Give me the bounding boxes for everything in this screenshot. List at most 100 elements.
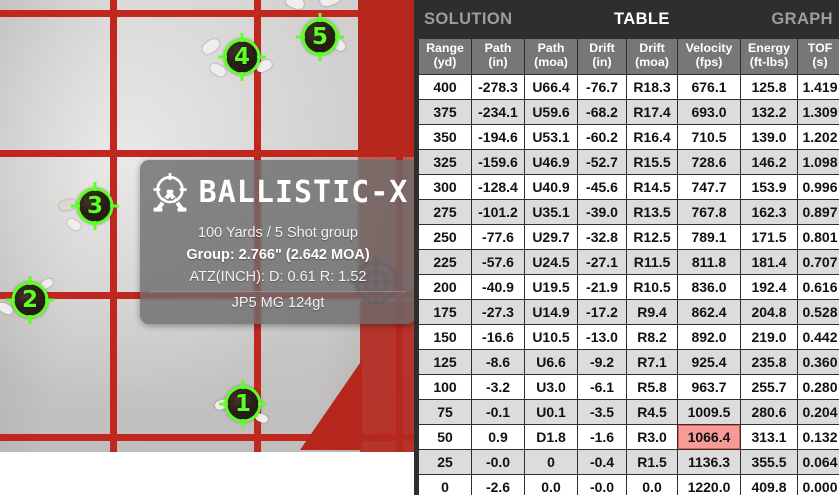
column-header-name: Velocity	[685, 41, 733, 55]
table-cell: 219.0	[741, 324, 797, 349]
column-header-energy[interactable]: Energy (ft-lbs)	[741, 39, 797, 74]
table-row[interactable]: 0 -2.6 0.0 -0.0 0.0 1220.0 409.8 0.000	[419, 474, 839, 495]
table-row[interactable]: 350 -194.6 U53.1 -60.2 R16.4 710.5 139.0 1.202	[419, 124, 839, 149]
table-row[interactable]: 150 -16.6 U10.5 -13.0 R8.2 892.0 219.0 0.442	[419, 324, 839, 349]
table-cell: 1.419	[798, 74, 839, 99]
column-header-unit: (s)	[812, 54, 828, 69]
table-cell: -40.9	[472, 274, 524, 299]
table-cell: R9.4	[627, 299, 677, 324]
red-block-top-right	[358, 0, 414, 152]
table-cell: -0.0	[578, 474, 626, 495]
table-cell: R3.0	[627, 424, 677, 449]
table-cell: R13.5	[627, 199, 677, 224]
column-header-path-moa[interactable]: Path (moa)	[525, 39, 577, 74]
column-header-range[interactable]: Range (yd)	[419, 39, 471, 74]
table-cell: 1.309	[798, 99, 839, 124]
table-row[interactable]: 25 -0.0 0 -0.4 R1.5 1136.3 355.5 0.064	[419, 449, 839, 474]
table-cell: -194.6	[472, 124, 524, 149]
cell-range: 400	[419, 74, 471, 99]
table-row[interactable]: 375 -234.1 U59.6 -68.2 R17.4 693.0 132.2 1.309	[419, 99, 839, 124]
table-cell: 0.064	[798, 449, 839, 474]
table-cell: U3.0	[525, 374, 577, 399]
shot-marker-2[interactable]: 2	[0, 274, 56, 326]
table-cell: 0.280	[798, 374, 839, 399]
column-header-name: Path	[537, 41, 565, 55]
tab-table[interactable]: TABLE	[614, 9, 670, 28]
table-cell: 811.8	[678, 249, 740, 274]
shot-number-label: 4	[233, 44, 250, 70]
table-cell: R16.4	[627, 124, 677, 149]
table-cell: U0.1	[525, 399, 577, 424]
table-cell: -39.0	[578, 199, 626, 224]
red-wedge-bottom	[300, 360, 362, 450]
column-header-unit: (ft-lbs)	[749, 54, 789, 69]
table-row[interactable]: 400 -278.3 U66.4 -76.7 R18.3 676.1 125.8 1.419	[419, 74, 839, 99]
table-cell: 0.996	[798, 174, 839, 199]
table-row[interactable]: 275 -101.2 U35.1 -39.0 R13.5 767.8 162.3 0.897	[419, 199, 839, 224]
table-cell: 676.1	[678, 74, 740, 99]
table-cell: -159.6	[472, 149, 524, 174]
shot-marker-1[interactable]: 1	[213, 378, 270, 430]
column-header-velocity[interactable]: Velocity (fps)	[678, 39, 740, 74]
table-cell: 1220.0	[678, 474, 740, 495]
table-cell: -13.0	[578, 324, 626, 349]
table-row[interactable]: 250 -77.6 U29.7 -32.8 R12.5 789.1 171.5 0.801	[419, 224, 839, 249]
column-header-drift-in[interactable]: Drift (in)	[578, 39, 626, 74]
column-header-name: Drift	[639, 41, 665, 55]
shot-number-label: 2	[21, 287, 38, 313]
table-cell: -6.1	[578, 374, 626, 399]
table-cell: 963.7	[678, 374, 740, 399]
table-cell: -278.3	[472, 74, 524, 99]
ballistic-x-overlay-card: BALLISTIC-X 100 Yards / 5 Shot group Gro…	[140, 160, 414, 324]
table-cell: 255.7	[741, 374, 797, 399]
column-header-tof[interactable]: TOF (s)	[798, 39, 839, 74]
target-photo[interactable]: 1 2	[0, 0, 414, 452]
tab-bar: SOLUTION TABLE GRAPH	[414, 0, 839, 38]
table-cell: 171.5	[741, 224, 797, 249]
red-block-bottom-right	[360, 300, 414, 452]
column-header-name: Energy	[747, 41, 790, 55]
table-cell: 0.616	[798, 274, 839, 299]
table-cell: D1.8	[525, 424, 577, 449]
grid-line-horizontal	[0, 150, 414, 157]
table-row[interactable]: 325 -159.6 U46.9 -52.7 R15.5 728.6 146.2 1.098	[419, 149, 839, 174]
table-cell: -2.6	[472, 474, 524, 495]
table-row[interactable]: 100 -3.2 U3.0 -6.1 R5.8 963.7 255.7 0.280	[419, 374, 839, 399]
shot-marker-5[interactable]: 5	[284, 0, 348, 63]
table-row[interactable]: 50 0.9 D1.8 -1.6 R3.0 1066.4 313.1 0.132	[419, 424, 839, 449]
table-row[interactable]: 75 -0.1 U0.1 -3.5 R4.5 1009.5 280.6 0.204	[419, 399, 839, 424]
tab-solution[interactable]: SOLUTION	[424, 9, 513, 28]
table-cell: 1.098	[798, 149, 839, 174]
column-header-name: Range	[426, 41, 464, 55]
shot-marker-4[interactable]: 4	[200, 31, 274, 83]
table-cell: -0.1	[472, 399, 524, 424]
column-header-drift-moa[interactable]: Drift (moa)	[627, 39, 677, 74]
table-cell: R12.5	[627, 224, 677, 249]
tab-graph[interactable]: GRAPH	[771, 9, 833, 28]
table-body: 400 -278.3 U66.4 -76.7 R18.3 676.1 125.8 1.419 3…	[419, 74, 839, 495]
table-cell: 1.202	[798, 124, 839, 149]
table-cell: -32.8	[578, 224, 626, 249]
table-cell: 925.4	[678, 349, 740, 374]
table-cell: 181.4	[741, 249, 797, 274]
cell-range: 75	[419, 399, 471, 424]
shot-marker-3[interactable]: 3	[58, 180, 121, 233]
column-header-path-in[interactable]: Path (in)	[472, 39, 524, 74]
crosshair-crossed-rifles-icon	[153, 173, 187, 212]
cell-range: 250	[419, 224, 471, 249]
table-cell: 1066.4	[678, 424, 740, 449]
table-row[interactable]: 125 -8.6 U6.6 -9.2 R7.1 925.4 235.8 0.360	[419, 349, 839, 374]
brand-name: BALLISTIC-X	[198, 175, 409, 210]
table-cell: 0	[525, 449, 577, 474]
target-image-pane[interactable]: 1 2	[0, 0, 414, 495]
table-cell: U59.6	[525, 99, 577, 124]
column-header-name: TOF	[807, 41, 833, 55]
table-row[interactable]: 200 -40.9 U19.5 -21.9 R10.5 836.0 192.4 0.616	[419, 274, 839, 299]
table-row[interactable]: 225 -57.6 U24.5 -27.1 R11.5 811.8 181.4 0.707	[419, 249, 839, 274]
table-row[interactable]: 175 -27.3 U14.9 -17.2 R9.4 862.4 204.8 0.528	[419, 299, 839, 324]
table-row[interactable]: 300 -128.4 U40.9 -45.6 R14.5 747.7 153.9 0.996	[419, 174, 839, 199]
table-cell: 710.5	[678, 124, 740, 149]
cell-range: 325	[419, 149, 471, 174]
table-cell: -57.6	[472, 249, 524, 274]
